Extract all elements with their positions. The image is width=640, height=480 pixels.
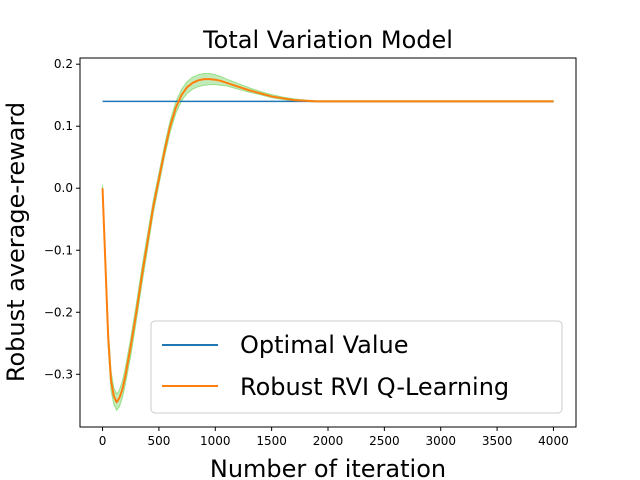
- x-tick-label: 3000: [425, 434, 456, 448]
- legend: Optimal Value Robust RVI Q-Learning: [150, 320, 563, 414]
- y-axis: −0.3 −0.2 −0.1 0.0 0.1 0.2: [44, 57, 80, 381]
- y-tick-label: −0.3: [44, 367, 73, 381]
- y-tick-label: 0.0: [54, 181, 73, 195]
- y-tick-label: −0.2: [44, 305, 73, 319]
- y-tick-label: 0.2: [54, 57, 73, 71]
- x-axis-title: Number of iteration: [210, 455, 446, 480]
- x-tick-label: 2500: [369, 434, 400, 448]
- plot-area: [101, 73, 554, 412]
- legend-label-robust-rvi-q-learning: Robust RVI Q-Learning: [240, 373, 509, 401]
- legend-label-optimal-value: Optimal Value: [240, 331, 409, 359]
- legend-box: [150, 320, 563, 414]
- y-tick-label: 0.1: [54, 119, 73, 133]
- x-tick-label: 1500: [256, 434, 287, 448]
- y-axis-title: Robust average-reward: [2, 102, 30, 382]
- series-line-robust-rvi-q-learning: [101, 78, 554, 404]
- y-tick-label: −0.1: [44, 243, 73, 257]
- x-tick-label: 2000: [313, 434, 344, 448]
- x-tick-label: 500: [147, 434, 170, 448]
- x-tick-label: 0: [99, 434, 107, 448]
- x-tick-label: 1000: [200, 434, 231, 448]
- x-tick-label: 4000: [538, 434, 569, 448]
- chart-title: Total Variation Model: [202, 26, 453, 54]
- plot-frame: [79, 57, 577, 428]
- x-axis: 0 500 1000 1500 2000 2500 3000 3500 4000: [99, 427, 569, 448]
- x-tick-label: 3500: [482, 434, 513, 448]
